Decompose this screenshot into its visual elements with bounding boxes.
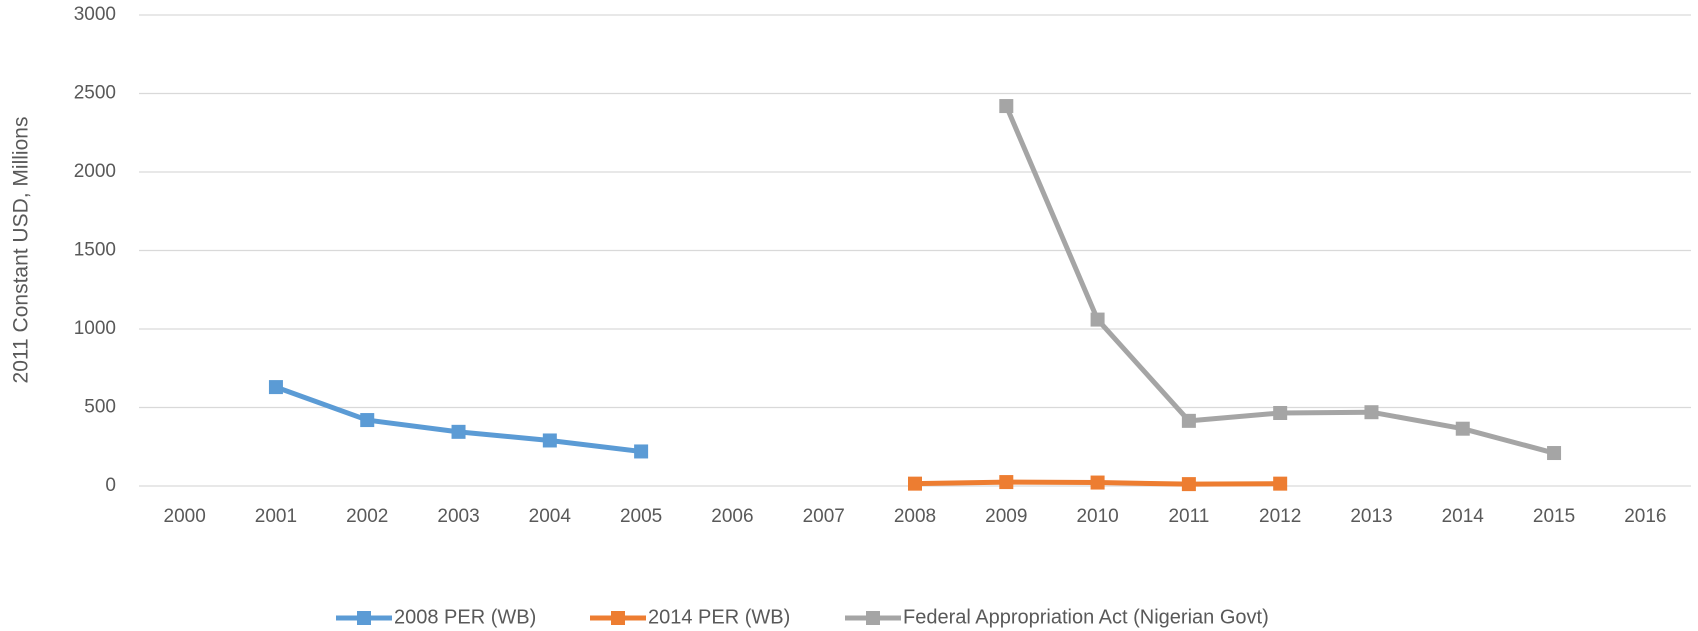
x-tick-label: 2015 — [1533, 506, 1575, 527]
legend-marker — [357, 611, 371, 625]
marker — [1090, 312, 1105, 327]
x-tick-label: 2008 — [894, 506, 936, 527]
legend-label: Federal Appropriation Act (Nigerian Govt… — [903, 606, 1269, 628]
x-tick-label: 2007 — [803, 506, 845, 527]
marker — [1547, 446, 1562, 461]
marker — [1455, 421, 1470, 436]
marker — [542, 433, 557, 448]
y-tick-label: 1000 — [74, 318, 116, 339]
x-tick-label: 2000 — [164, 506, 206, 527]
y-axis-title: 2011 Constant USD, Millions — [10, 117, 33, 384]
marker — [1181, 413, 1196, 428]
series-line — [1003, 105, 1555, 456]
x-tick-label: 2004 — [529, 506, 572, 527]
legend-marker — [866, 611, 880, 625]
x-tick-label: 2012 — [1259, 506, 1301, 527]
y-tick-label: 500 — [84, 397, 116, 418]
marker — [1273, 476, 1288, 491]
legend-label: 2008 PER (WB) — [394, 606, 536, 628]
x-tick-label: 2001 — [255, 506, 297, 527]
x-tick-label: 2016 — [1624, 506, 1666, 527]
x-tick-label: 2005 — [620, 506, 662, 527]
marker — [634, 444, 649, 459]
y-tick-label: 0 — [105, 475, 116, 496]
marker — [1181, 477, 1196, 492]
marker — [451, 424, 466, 439]
marker — [1364, 405, 1379, 420]
y-tick-label: 1500 — [74, 240, 116, 261]
marker — [908, 476, 922, 491]
marker — [1273, 405, 1288, 420]
x-tick-label: 2002 — [346, 506, 388, 527]
series-line — [275, 384, 642, 454]
x-tick-label: 2009 — [985, 506, 1027, 527]
marker — [999, 475, 1014, 490]
x-tick-label: 2003 — [437, 506, 479, 527]
marker — [999, 99, 1014, 114]
x-tick-label: 2006 — [711, 506, 753, 527]
legend-label: 2014 PER (WB) — [648, 606, 790, 628]
legend-marker — [611, 611, 625, 625]
marker — [268, 380, 283, 395]
y-tick-label: 2500 — [74, 83, 116, 104]
x-tick-label: 2013 — [1350, 506, 1392, 527]
x-tick-label: 2011 — [1168, 506, 1209, 527]
x-tick-label: 2010 — [1076, 506, 1118, 527]
marker — [360, 413, 375, 428]
y-tick-label: 2000 — [74, 161, 116, 182]
y-tick-label: 3000 — [74, 4, 116, 25]
marker — [1090, 475, 1105, 490]
x-tick-label: 2014 — [1442, 506, 1485, 527]
